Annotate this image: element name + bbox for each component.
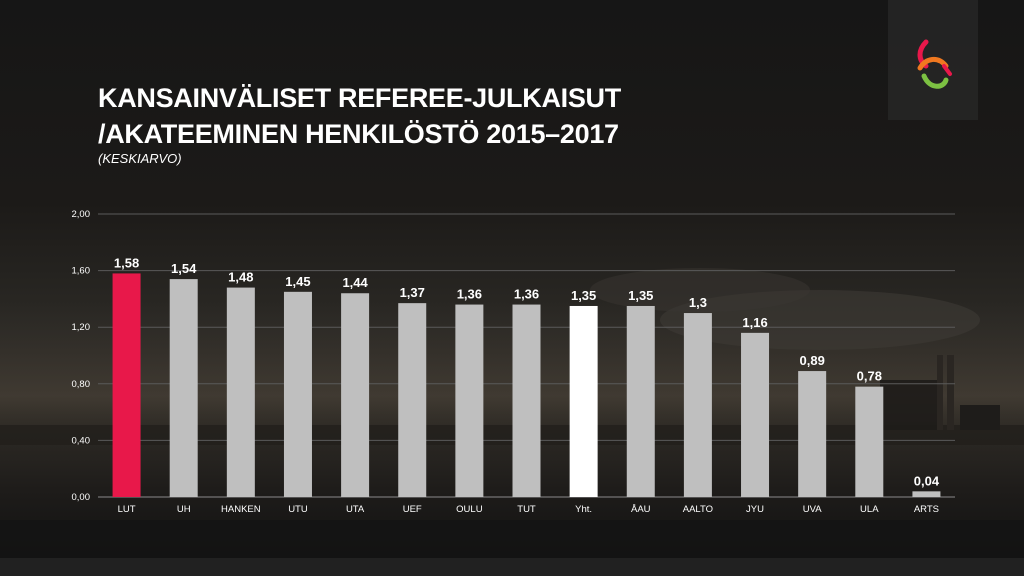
x-tick-label: TUT [517, 504, 536, 515]
data-label: 1,45 [285, 274, 310, 289]
bar-yht [569, 305, 598, 497]
y-tick-label: 0,80 [72, 379, 91, 390]
y-tick-label: 1,20 [72, 322, 91, 333]
chart-subtitle: (KESKIARVO) [98, 151, 182, 166]
x-tick-label: JYU [746, 504, 764, 515]
data-label: 0,89 [800, 353, 825, 368]
x-tick-label: UVA [803, 504, 822, 515]
data-label: 1,16 [742, 315, 767, 330]
bar-uh [169, 279, 198, 497]
y-tick-label: 0,00 [72, 492, 91, 503]
bar-aalto [683, 313, 712, 497]
bar-lut [112, 273, 141, 497]
bar-hanken [226, 287, 255, 497]
x-tick-label: UH [177, 504, 191, 515]
data-label: 0,04 [914, 473, 940, 488]
x-tick-label: UTU [288, 504, 308, 515]
x-tick-label: UTA [346, 504, 365, 515]
y-axis-ticks: 0,00 0,40 0,80 1,20 1,60 2,00 [72, 209, 91, 503]
x-tick-label: LUT [118, 504, 136, 515]
x-axis-ticks: LUT UH HANKEN UTU UTA UEF OULU TUT Yht. ÅAU AALTO J… [118, 504, 939, 515]
x-tick-label: Yht. [575, 504, 592, 515]
y-tick-label: 0,40 [72, 435, 91, 446]
bars [112, 273, 941, 497]
data-label: 1,35 [571, 288, 596, 303]
bar-ula [855, 386, 884, 497]
data-label: 1,36 [457, 287, 482, 302]
bar-jyu [741, 332, 770, 497]
data-label: 1,37 [400, 285, 425, 300]
bar-oulu [455, 304, 484, 497]
x-tick-label: AALTO [683, 504, 713, 515]
data-label: 1,48 [228, 270, 253, 285]
title-line-1: KANSAINVÄLISET REFEREE-JULKAISUT [98, 83, 621, 113]
data-label: 1,3 [689, 295, 707, 310]
x-tick-label: UEF [403, 504, 422, 515]
x-tick-label: OULU [456, 504, 483, 515]
bar-uef [398, 303, 427, 497]
x-tick-label: HANKEN [221, 504, 261, 515]
ampersand-logo-icon [917, 39, 952, 89]
data-label: 1,44 [342, 275, 368, 290]
data-label: 1,35 [628, 288, 653, 303]
logo-panel [888, 0, 978, 120]
y-tick-label: 1,60 [72, 266, 91, 277]
title-line-2: /AKATEEMINEN HENKILÖSTÖ 2015–2017 [98, 119, 619, 149]
data-label: 1,54 [171, 261, 197, 276]
chart-title: KANSAINVÄLISET REFEREE-JULKAISUT /AKATEE… [98, 80, 621, 152]
data-labels: 1,58 1,54 1,48 1,45 1,44 1,37 1,36 1,36 1,35 1,35… [114, 255, 940, 488]
bar-uva [798, 371, 827, 497]
bar-åau [626, 305, 655, 497]
data-label: 1,36 [514, 287, 539, 302]
bar-arts [912, 491, 941, 497]
data-label: 0,78 [857, 369, 882, 384]
bar-uta [341, 293, 370, 497]
x-tick-label: ARTS [914, 504, 939, 515]
x-tick-label: ULA [860, 504, 879, 515]
y-tick-label: 2,00 [72, 209, 91, 220]
data-label: 1,58 [114, 255, 139, 270]
bar-utu [283, 291, 312, 497]
x-tick-label: ÅAU [631, 504, 651, 515]
bar-tut [512, 304, 541, 497]
